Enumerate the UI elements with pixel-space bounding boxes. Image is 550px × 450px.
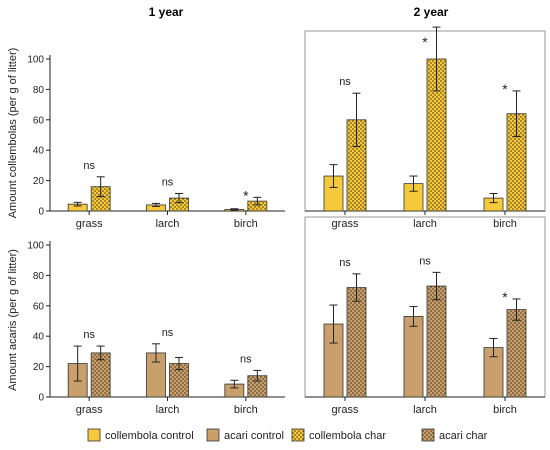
x-tick-label-larch: larch [413, 218, 437, 230]
y-tick-label: 40 [33, 332, 45, 343]
x-tick-label-birch: birch [493, 404, 517, 416]
bar-acari-control-larch [403, 316, 424, 398]
y-tick-label: 20 [33, 362, 45, 373]
significance-label: ns [83, 160, 95, 172]
y-tick-label: 60 [33, 301, 45, 312]
legend-label-ach: acari char [439, 430, 488, 442]
x-tick-label-grass: grass [76, 218, 103, 230]
x-tick-label-larch: larch [413, 404, 437, 416]
significance-label: * [502, 81, 508, 97]
bar-acari-char-birch [506, 309, 527, 398]
legend-swatch-cch [291, 428, 305, 442]
x-tick-label-larch: larch [156, 404, 180, 416]
significance-label: ns [339, 257, 351, 269]
bar-acari-char-grass [346, 287, 367, 398]
legend-label-cch: collembola char [309, 430, 386, 442]
chart-panels: 0 20 40 60 80 100 grass ns larch ns birch * grass ns l… [27, 26, 546, 416]
column-title-1-year: 1 year [149, 5, 184, 19]
y-tick-label: 0 [38, 207, 44, 218]
x-tick-label-grass: grass [332, 404, 359, 416]
legend: collembola control acari control collembol… [87, 428, 488, 442]
y-axis-label-collembola: Amount collembolas (per g of litter) [7, 48, 19, 219]
significance-label: ns [162, 177, 174, 189]
y-tick-label: 60 [33, 115, 45, 126]
y-tick-label: 20 [33, 176, 45, 187]
legend-swatch-ach [421, 428, 435, 442]
panel-acari-1-year: 0 20 40 60 80 100 grass ns larch ns birch ns [27, 241, 285, 416]
x-tick-label-grass: grass [332, 218, 359, 230]
panel-acari-2-year: grass ns larch ns birch * [304, 216, 546, 416]
x-tick-label-birch: birch [234, 404, 258, 416]
significance-label: * [502, 289, 508, 305]
significance-label: * [422, 34, 428, 50]
significance-label: ns [240, 353, 252, 365]
legend-swatch-ac [206, 428, 220, 442]
significance-label: * [243, 187, 249, 203]
y-tick-label: 100 [27, 55, 44, 66]
y-tick-label: 100 [27, 241, 44, 252]
x-tick-label-birch: birch [493, 218, 517, 230]
y-axis-label-acari: Amount acaris (per g of litter) [7, 249, 19, 391]
significance-label: ns [339, 76, 351, 88]
x-tick-label-grass: grass [76, 404, 103, 416]
significance-label: ns [419, 255, 431, 267]
bar-acari-char-larch [426, 285, 447, 398]
y-tick-label: 40 [33, 146, 45, 157]
significance-label: ns [162, 327, 174, 339]
y-tick-label: 0 [38, 393, 44, 404]
x-tick-label-birch: birch [234, 218, 258, 230]
y-tick-label: 80 [33, 85, 45, 96]
legend-swatch-cc [87, 428, 101, 442]
legend-label-cc: collembola control [105, 430, 194, 442]
panel-collembola-1-year: 0 20 40 60 80 100 grass ns larch ns birch * [27, 55, 285, 230]
significance-label: ns [83, 329, 95, 341]
x-tick-label-larch: larch [156, 218, 180, 230]
legend-label-ac: acari control [224, 430, 284, 442]
y-tick-label: 80 [33, 271, 45, 282]
column-title-2-year: 2 year [414, 5, 449, 19]
panel-collembola-2-year: grass ns larch * birch * [304, 26, 546, 230]
